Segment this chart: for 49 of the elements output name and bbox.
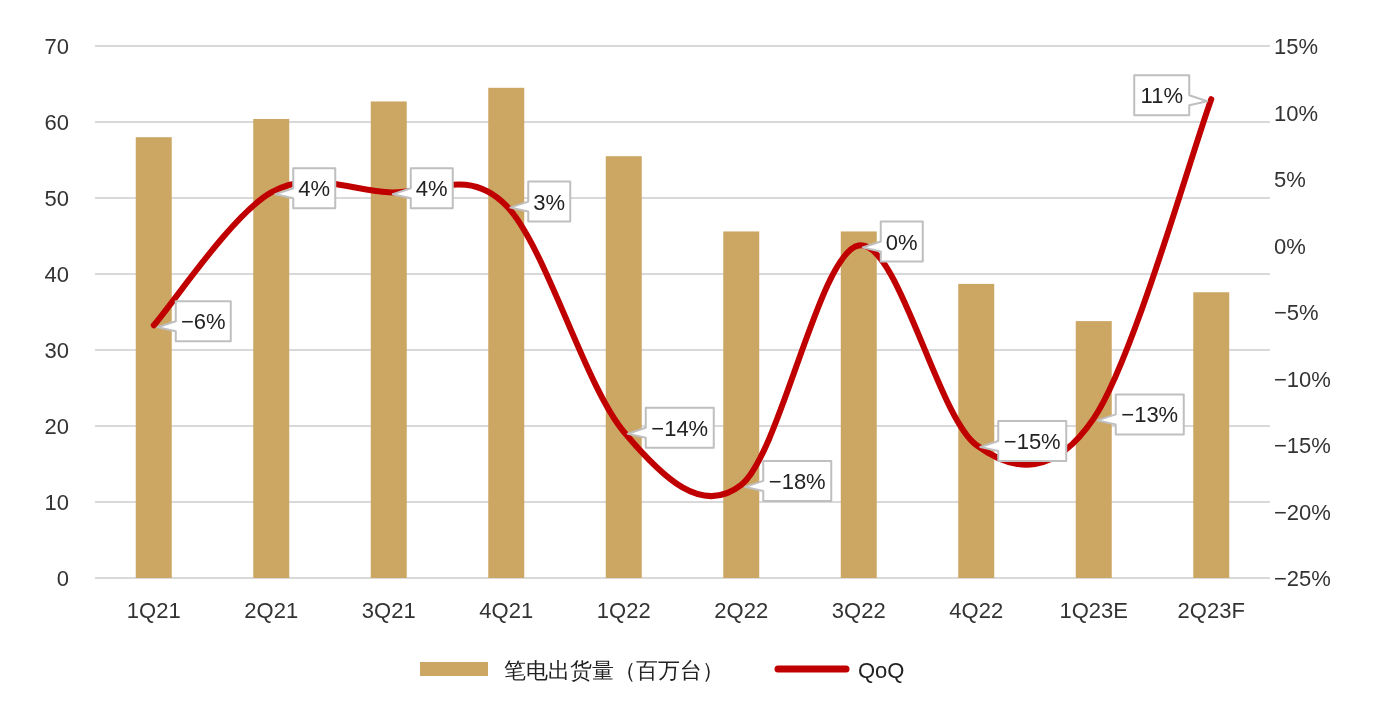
bar: [1193, 292, 1230, 578]
legend-label: QoQ: [858, 658, 905, 683]
bar: [253, 118, 290, 578]
y-tick-label: 60: [44, 110, 69, 135]
y-tick-label: 30: [44, 338, 69, 363]
y-tick-label: 20: [44, 414, 69, 439]
bar: [605, 156, 642, 578]
x-tick-label: 4Q21: [479, 598, 534, 623]
data-label: 3%: [533, 189, 566, 215]
data-label: −13%: [1121, 402, 1179, 428]
y2-tick-label: −25%: [1274, 566, 1331, 591]
x-tick-label: 2Q22: [714, 598, 769, 623]
data-label: 4%: [415, 176, 448, 202]
y-tick-label: 40: [44, 262, 69, 287]
legend-label: 笔电出货量（百万台）: [504, 658, 724, 683]
y2-tick-label: −20%: [1274, 499, 1331, 525]
y2-tick-label: −15%: [1274, 433, 1331, 458]
y-tick-label: 0: [56, 566, 69, 591]
x-tick-label: 2Q23F: [1177, 598, 1245, 623]
bar: [958, 283, 995, 578]
data-label: 0%: [885, 229, 918, 255]
y2-tick-label: −10%: [1274, 366, 1331, 392]
data-label: −6%: [180, 309, 226, 335]
y2-tick-label: 5%: [1274, 167, 1306, 192]
y2-tick-label: 15%: [1274, 34, 1319, 59]
x-tick-label: 1Q21: [126, 598, 181, 623]
bar: [1075, 321, 1112, 578]
y2-tick-label: −5%: [1274, 300, 1319, 325]
data-label: 4%: [298, 176, 331, 202]
x-tick-label: 1Q23E: [1059, 598, 1128, 623]
data-label: −15%: [1003, 429, 1061, 454]
bar: [135, 137, 172, 578]
x-tick-label: 1Q22: [596, 598, 651, 623]
x-tick-label: 2Q21: [244, 598, 299, 623]
bar: [723, 231, 760, 578]
y-tick-label: 70: [44, 34, 69, 59]
y-tick-label: 50: [44, 186, 69, 211]
data-label: −18%: [768, 468, 826, 494]
bar: [488, 87, 525, 578]
data-label: −14%: [651, 415, 709, 441]
x-tick-label: 3Q21: [361, 598, 416, 623]
bar: [840, 231, 877, 578]
x-tick-label: 3Q22: [831, 598, 886, 623]
data-label: 11%: [1140, 83, 1183, 109]
x-tick-label: 4Q22: [949, 598, 1004, 623]
y2-tick-label: 0%: [1274, 233, 1306, 259]
y-tick-label: 10: [44, 490, 69, 515]
y2-tick-label: 10%: [1274, 100, 1319, 126]
bar: [370, 101, 407, 578]
